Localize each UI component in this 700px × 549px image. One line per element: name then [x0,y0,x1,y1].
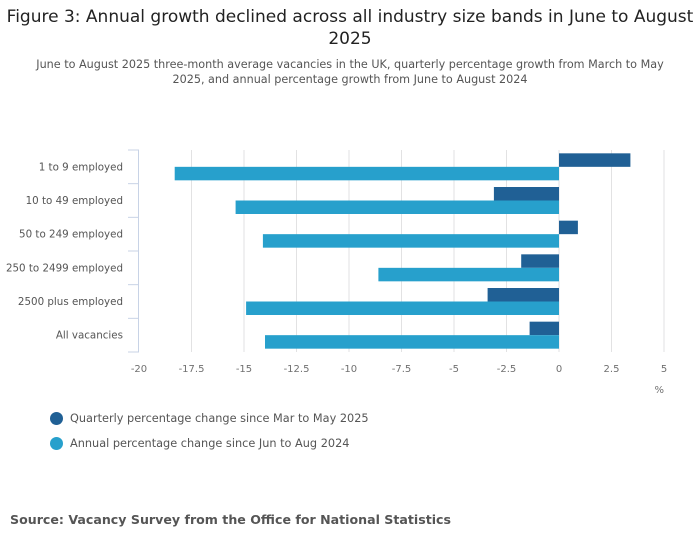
bar-quarterly [493,187,559,201]
category-label: 250 to 2499 employed [6,262,123,274]
source-note: Source: Vacancy Survey from the Office f… [10,512,452,527]
bar-quarterly [487,288,559,302]
bar-quarterly [559,153,631,167]
bar-chart: 1 to 9 employed 10 to 49 employed 50 to 24… [6,149,667,396]
x-tick-label: -12.5 [284,364,310,375]
category-label: 2500 plus employed [18,296,123,308]
x-axis-unit-label: % [654,385,664,396]
legend-item-annual[interactable]: Annual percentage change since Jun to Au… [50,431,369,456]
bar-quarterly [529,321,559,336]
bar-annual [174,166,559,181]
bar-annual [246,301,559,315]
category-axis: 1 to 9 employed 10 to 49 employed 50 to 24… [6,149,139,353]
legend-label-annual: Annual percentage change since Jun to Au… [70,437,350,450]
category-label: 10 to 49 employed [26,195,123,207]
x-tick-label: -17.5 [179,364,205,375]
x-tick-label: -20 [131,364,147,375]
chart-title: Figure 3: Annual growth declined across … [6,7,694,49]
legend-item-quarterly[interactable]: Quarterly percentage change since Mar to… [50,406,369,431]
bar-annual [265,335,559,349]
value-axis: -20 -17.5 -15 -12.5 -10 -7.5 -5 -2.5 0 2.5 5% [131,364,667,396]
category-label: 1 to 9 employed [39,161,123,173]
x-tick-label: -10 [341,364,357,375]
x-tick-label: 2.5 [604,364,620,375]
x-tick-label: -5 [449,364,459,375]
chart-subtitle: June to August 2025 three-month average … [36,58,664,86]
x-tick-label: 5 [661,364,667,375]
legend-label-quarterly: Quarterly percentage change since Mar to… [70,412,369,425]
bar-annual [262,234,559,248]
category-label: 50 to 249 employed [19,229,123,241]
legend: Quarterly percentage change since Mar to… [50,406,369,456]
x-tick-label: 0 [556,364,562,375]
x-tick-label: -7.5 [392,364,412,375]
bars [174,153,631,349]
bar-quarterly [521,254,559,268]
x-tick-label: -2.5 [497,364,517,375]
category-label: All vacancies [56,330,123,342]
x-tick-label: -15 [236,364,252,375]
bar-annual [378,267,559,282]
legend-marker-quarterly [50,412,63,425]
bar-quarterly [559,220,578,235]
gridlines [191,150,665,352]
bar-annual [235,200,559,214]
legend-marker-annual [50,437,63,450]
